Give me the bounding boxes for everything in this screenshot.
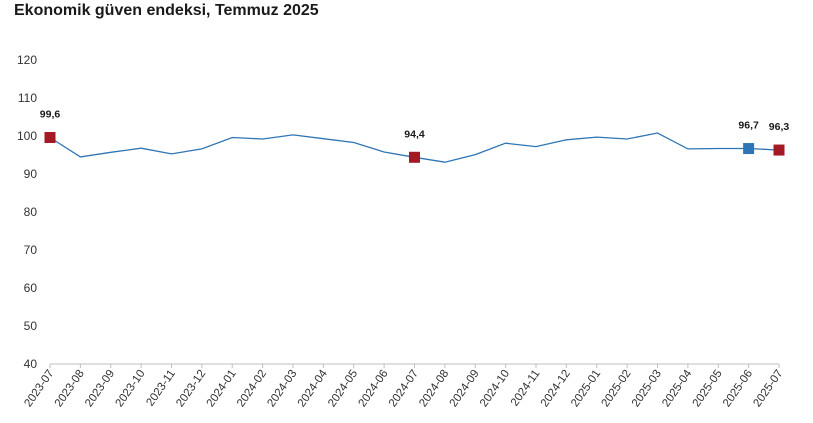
x-tick-label: 2025-01 bbox=[569, 368, 603, 409]
x-tick-label: 2024-11 bbox=[509, 368, 543, 409]
x-tick-label: 2023-08 bbox=[53, 368, 87, 409]
data-point-marker bbox=[773, 144, 785, 156]
data-label: 96,3 bbox=[769, 121, 790, 133]
x-tick-label: 2024-04 bbox=[296, 367, 330, 409]
x-tick-label: 2023-10 bbox=[114, 368, 148, 409]
x-tick-label: 2024-07 bbox=[387, 368, 421, 409]
data-label: 99,6 bbox=[40, 109, 61, 121]
y-tick-label: 70 bbox=[24, 243, 38, 257]
x-tick-label: 2025-06 bbox=[721, 368, 755, 409]
x-tick-label: 2025-04 bbox=[660, 367, 694, 409]
x-tick-label: 2024-10 bbox=[478, 368, 512, 409]
y-axis: 40 50 60 70 80 90 100 110 120 bbox=[17, 53, 37, 371]
data-point-marker bbox=[409, 151, 420, 163]
x-tick-label: 2024-12 bbox=[539, 368, 573, 409]
x-tick-label: 2023-12 bbox=[174, 368, 208, 409]
y-tick-label: 100 bbox=[17, 129, 37, 143]
y-tick-label: 80 bbox=[24, 205, 38, 219]
x-tick-label: 2024-02 bbox=[235, 368, 269, 409]
x-tick-label: 2023-09 bbox=[83, 368, 117, 409]
x-tick-label: 2025-07 bbox=[751, 368, 785, 409]
data-point-marker bbox=[743, 143, 755, 155]
y-tick-label: 40 bbox=[24, 357, 38, 371]
y-tick-label: 90 bbox=[24, 167, 38, 181]
x-axis: 2023-072023-082023-092023-102023-112023-… bbox=[22, 364, 785, 409]
x-tick-label: 2024-03 bbox=[265, 368, 299, 409]
x-tick-label: 2024-08 bbox=[417, 368, 451, 409]
y-tick-label: 110 bbox=[18, 91, 37, 105]
y-tick-label: 60 bbox=[24, 281, 38, 295]
y-tick-label: 120 bbox=[17, 53, 37, 67]
x-tick-label: 2023-07 bbox=[22, 368, 56, 409]
x-tick-label: 2024-01 bbox=[205, 368, 239, 409]
x-tick-label: 2024-06 bbox=[357, 368, 391, 409]
highlight-markers: 99,6 94,4 96,7 96,3 bbox=[40, 109, 790, 163]
x-tick-label: 2024-09 bbox=[448, 368, 482, 409]
data-label: 96,7 bbox=[738, 120, 759, 132]
chart-title: Ekonomik güven endeksi, Temmuz 2025 bbox=[14, 2, 319, 19]
y-tick-label: 50 bbox=[24, 319, 38, 333]
x-tick-label: 2024-05 bbox=[326, 368, 360, 409]
data-point-marker bbox=[44, 132, 56, 144]
data-label: 94,4 bbox=[404, 128, 425, 140]
x-tick-label: 2025-03 bbox=[630, 368, 664, 409]
x-tick-label: 2025-05 bbox=[691, 368, 725, 409]
x-tick-label: 2025-02 bbox=[600, 368, 634, 409]
x-tick-label: 2023-11 bbox=[144, 368, 178, 409]
